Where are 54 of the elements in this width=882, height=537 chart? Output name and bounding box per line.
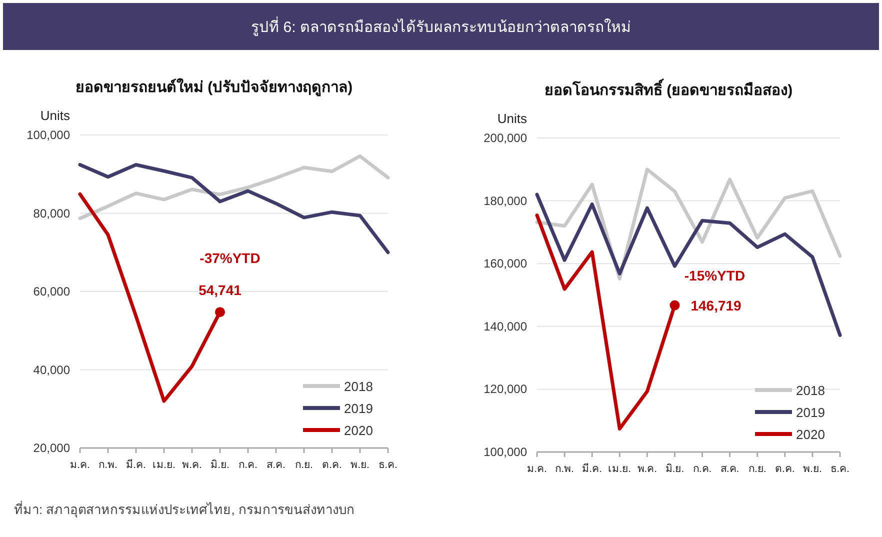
legend-label: 2020 bbox=[796, 427, 825, 442]
legend-label: 2018 bbox=[344, 379, 373, 394]
line-series bbox=[78, 154, 390, 220]
x-tick-label: ส.ค. bbox=[266, 459, 286, 471]
x-tick-label: ก.ย. bbox=[748, 463, 766, 475]
y-tick-label: 100,000 bbox=[26, 128, 70, 142]
x-tick-label: ม.ค. bbox=[70, 459, 90, 471]
annotation: 146,719 bbox=[690, 297, 742, 314]
x-tick-label: ก.ค. bbox=[692, 463, 712, 475]
text: ที่มา: สภาอุตสาหกรรมแห่งประเทศไทย, กรมการขนส่งทางบก bbox=[14, 501, 354, 518]
x-tick-label: พ.ย. bbox=[803, 463, 822, 475]
y-tick-label: 60,000 bbox=[33, 284, 70, 298]
x-tick-label: มิ.ย. bbox=[665, 463, 684, 475]
x-tick-label: มี.ค. bbox=[582, 462, 602, 475]
x-tick-label: พ.ย. bbox=[350, 459, 370, 471]
y-tick-label: 120,000 bbox=[484, 382, 528, 396]
y-tick-label: 100,000 bbox=[484, 445, 528, 459]
annotation: -15%YTD bbox=[684, 267, 746, 284]
x-tick-label: เม.ย. bbox=[152, 459, 176, 471]
x-tick-label: มิ.ย. bbox=[210, 459, 230, 471]
y-tick-label: 140,000 bbox=[484, 319, 528, 334]
legend-label: 2019 bbox=[796, 405, 825, 420]
line-series bbox=[535, 192, 842, 337]
x-tick-label: ก.พ. bbox=[98, 459, 118, 471]
legend-label: 2019 bbox=[344, 401, 373, 416]
y-tick-label: 180,000 bbox=[484, 194, 528, 208]
y-axis-title: Units bbox=[40, 108, 70, 123]
x-tick-label: เม.ย. bbox=[608, 463, 632, 475]
legend-label: 2018 bbox=[796, 383, 825, 398]
line-series bbox=[78, 162, 390, 254]
y-tick-label: 200,000 bbox=[484, 131, 528, 145]
y-tick-label: 80,000 bbox=[33, 206, 70, 220]
x-tick-label: ต.ค. bbox=[774, 463, 795, 475]
x-tick-label: ก.ค. bbox=[238, 459, 258, 471]
x-tick-label: ม.ค. bbox=[527, 463, 547, 475]
y-tick-label: 160,000 bbox=[484, 256, 528, 271]
chart-title: ยอดโอนกรรมสิทธิ์ (ยอดขายรถมือสอง) bbox=[544, 78, 793, 99]
x-tick-label: ธ.ค. bbox=[830, 463, 850, 475]
x-tick-label: ต.ค. bbox=[322, 459, 342, 471]
annotation: -37%YTD bbox=[200, 250, 260, 266]
annotation: 54,741 bbox=[198, 282, 242, 298]
y-tick-label: 40,000 bbox=[33, 362, 70, 377]
x-tick-label: ธ.ค. bbox=[378, 459, 398, 471]
x-tick-label: ส.ค. bbox=[720, 463, 740, 475]
x-tick-label: ก.พ. bbox=[555, 463, 574, 475]
x-tick-label: ก.ย. bbox=[295, 459, 313, 471]
text: รูปที่ 6: ตลาดรถมือสองได้รับผลกระทบน้อยกว่าตลาดรถใหม่ bbox=[251, 16, 631, 36]
chart-title: ยอดขายรถยนต์ใหม่ (ปรับปัจจัยทางฤดูกาล) bbox=[75, 78, 353, 97]
legend-label: 2020 bbox=[344, 423, 373, 438]
x-tick-label: พ.ค. bbox=[637, 463, 658, 475]
x-tick-label: มี.ค. bbox=[126, 458, 146, 471]
y-tick-label: 20,000 bbox=[33, 441, 70, 455]
y-axis-title: Units bbox=[497, 111, 528, 126]
x-tick-label: พ.ค. bbox=[182, 459, 202, 471]
